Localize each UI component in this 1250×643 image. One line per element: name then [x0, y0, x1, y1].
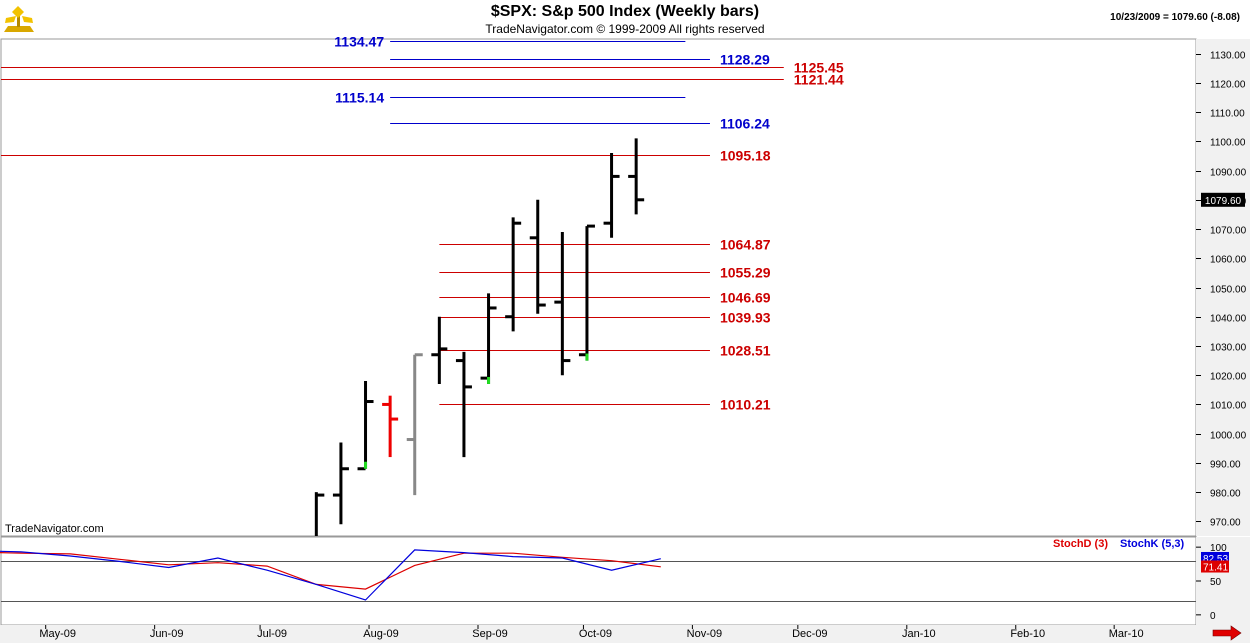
time-tick-label: Jan-10: [902, 628, 936, 640]
level-label: 1028.51: [720, 343, 771, 359]
time-tick-label: Nov-09: [687, 628, 722, 640]
price-tick-label: 1020.00: [1210, 372, 1247, 383]
price-tick-label: 990.00: [1210, 460, 1241, 471]
price-tick-label: 1010.00: [1210, 401, 1247, 412]
time-tick-label: May-09: [39, 628, 76, 640]
price-tick-label: 1120.00: [1210, 80, 1246, 91]
level-label: 1128.29: [720, 52, 770, 68]
level-label: 1106.24: [720, 116, 770, 132]
time-axis-bg: [0, 625, 1250, 643]
price-axis: 970.00 980.00 990.00 1000.00 1010.00 1020.00 1…: [1196, 51, 1247, 529]
time-tick-label: Feb-10: [1010, 628, 1045, 640]
price-tick-label: 1110.00: [1210, 109, 1245, 120]
scroll-right-arrow-icon[interactable]: [1212, 625, 1242, 641]
level-label: 1095.18: [720, 148, 771, 164]
stoch-tick-label: 0: [1210, 611, 1216, 622]
stochK-value-label: 82.53: [1203, 554, 1228, 565]
price-tick-label: 1070.00: [1210, 226, 1247, 237]
price-tick-label: 1100.00: [1210, 138, 1246, 149]
price-tick-label: 1060.00: [1210, 255, 1247, 266]
level-label: 1125.45: [794, 60, 844, 76]
price-tick-label: 1050.00: [1210, 285, 1247, 296]
level-label: 1115.14: [335, 90, 384, 106]
level-label: 1010.21: [720, 397, 771, 413]
price-tick-label: 1040.00: [1210, 314, 1247, 325]
level-label: 1064.87: [720, 237, 771, 253]
bars-layer: [314, 138, 645, 536]
price-axis-bg: [1196, 39, 1250, 536]
price-tick-label: 1000.00: [1210, 431, 1247, 442]
stoch-axis-bg: [1196, 537, 1250, 625]
price-tick-label: 1030.00: [1210, 343, 1247, 354]
stochD-value-box: [1201, 560, 1229, 573]
current-price-box: [1201, 192, 1245, 207]
chart-title: $SPX: S&p 500 Index (Weekly bars): [490, 3, 760, 20]
price-tick-label: 1130.00: [1210, 51, 1246, 62]
chart-subtitle: TradeNavigator.com © 1999-2009 All right…: [485, 22, 765, 36]
tradenavigator-logo-icon: [4, 6, 34, 32]
level-label: 1134.47: [334, 34, 384, 50]
price-tick-label: 980.00: [1210, 489, 1241, 500]
stoch-panel-frame: [0, 536, 1197, 626]
time-tick-label: Jul-09: [257, 628, 287, 640]
time-tick-label: Mar-10: [1109, 628, 1144, 640]
time-tick-label: Aug-09: [363, 628, 398, 640]
stoch-tick-label: 100: [1210, 543, 1227, 554]
level-label: 1121.44: [794, 72, 844, 88]
current-price-label: 1079.60: [1205, 196, 1242, 207]
time-axis: May-09 Jun-09 Jul-09 Aug-09 Sep-09 Oct-09 Nov-…: [39, 625, 1144, 640]
stoch-tick-label: 50: [1210, 577, 1222, 588]
last-bar-readout: 10/23/2009 = 1079.60 (-8.08): [1110, 12, 1240, 23]
time-tick-label: Dec-09: [792, 628, 827, 640]
legend-stochD: StochD (3): [1053, 538, 1108, 550]
level-label: 1055.29: [720, 265, 771, 281]
watermark-text: TradeNavigator.com: [5, 523, 104, 535]
level-label: 1046.69: [720, 290, 771, 306]
price-tick-label: 970.00: [1210, 518, 1241, 529]
stochD-value-label: 71.41: [1203, 563, 1228, 574]
stoch-series-line: [0, 549, 661, 601]
time-tick-label: Jun-09: [150, 628, 184, 640]
time-tick-label: Sep-09: [472, 628, 507, 640]
time-tick-label: Oct-09: [579, 628, 612, 640]
level-label: 1039.93: [720, 310, 771, 326]
legend-stochK: StochK (5,3): [1120, 538, 1185, 550]
price-tick-label: 1090.00: [1210, 168, 1247, 179]
